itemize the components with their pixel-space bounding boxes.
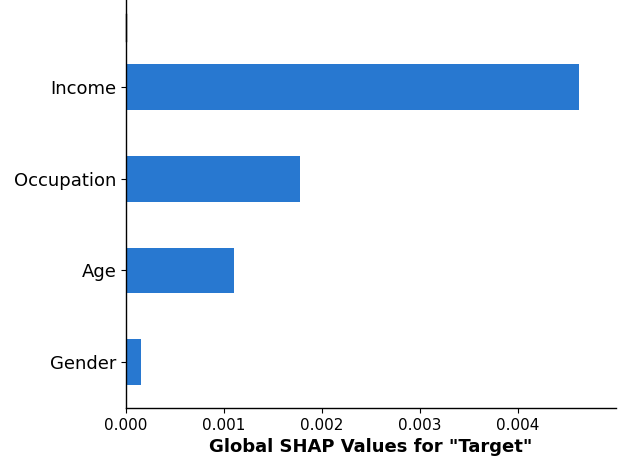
Bar [126, 156, 301, 202]
X-axis label: Global SHAP Values for "Target": Global SHAP Values for "Target" [209, 438, 533, 456]
Bar [126, 248, 234, 293]
Bar [126, 339, 140, 385]
Bar [126, 64, 579, 110]
